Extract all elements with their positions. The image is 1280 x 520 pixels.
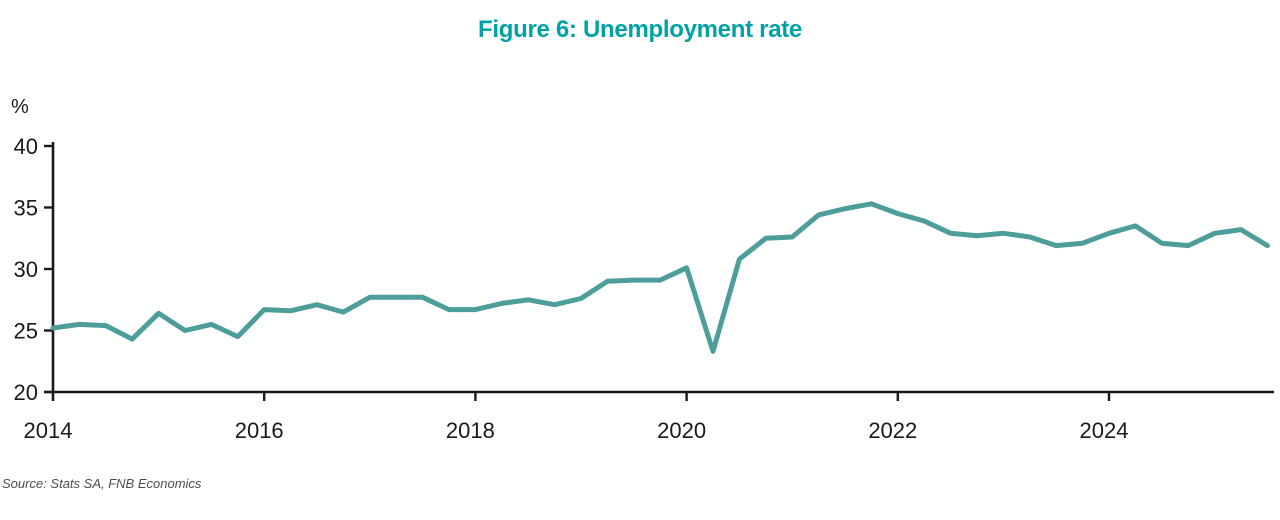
figure-title: Figure 6: Unemployment rate	[478, 16, 802, 43]
x-tick-label: 2018	[446, 418, 495, 443]
source-note: Source: Stats SA, FNB Economics	[2, 476, 202, 491]
y-tick-label: 20	[14, 380, 38, 405]
y-tick-label: 40	[14, 134, 38, 159]
y-tick-label: 35	[14, 196, 38, 221]
x-tick-label: 2022	[868, 418, 917, 443]
x-tick-label: 2024	[1080, 418, 1129, 443]
x-tick-label: 2016	[235, 418, 284, 443]
unemployment-rate-line	[50, 201, 1270, 354]
y-axis-unit-label: %	[11, 96, 29, 118]
x-tick-label: 2014	[24, 418, 73, 443]
y-tick-label: 25	[14, 319, 38, 344]
x-tick-label: 2020	[657, 418, 706, 443]
y-tick-label: 30	[14, 257, 38, 282]
unemployment-line-chart: 40 35 30 25 20 2014 2016 2018 2020 2022 2024	[14, 134, 1274, 443]
